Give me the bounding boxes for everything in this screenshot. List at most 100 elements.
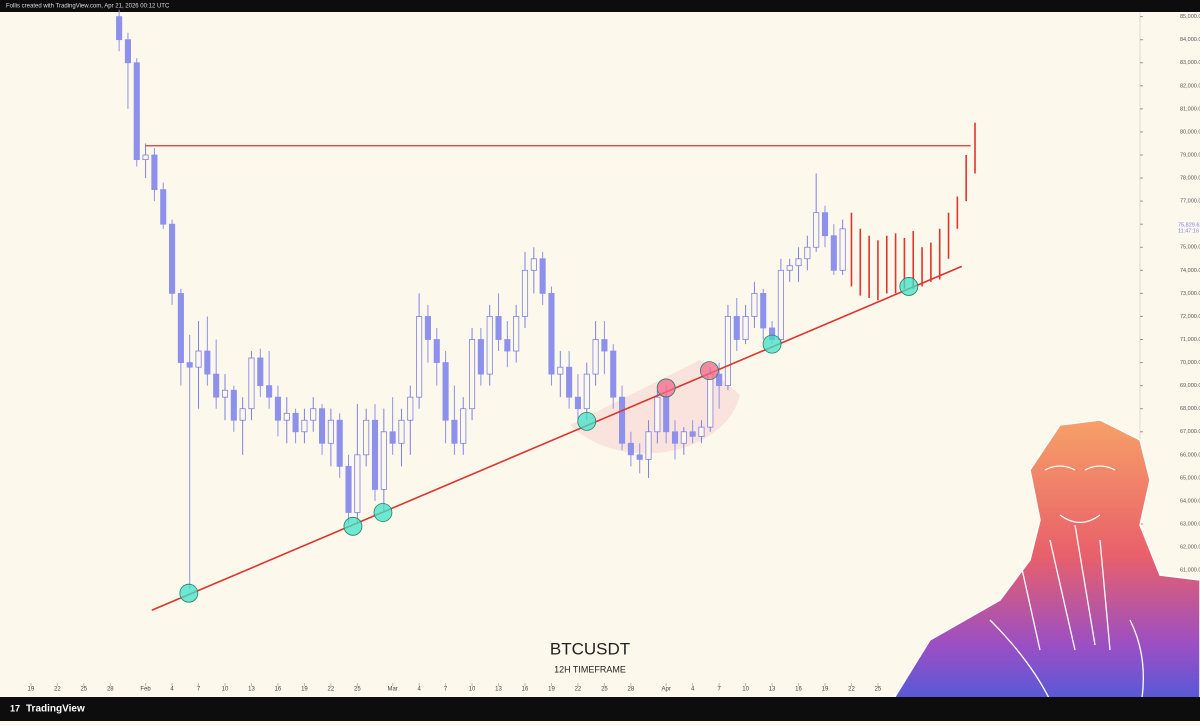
touch-point xyxy=(899,277,919,296)
x-tick-label: 16 xyxy=(522,687,529,693)
candle-body xyxy=(160,189,167,225)
x-tick-label: 19 xyxy=(548,687,555,693)
candle-body xyxy=(416,316,423,398)
candle-body xyxy=(839,228,846,271)
candle-body xyxy=(433,339,440,363)
candle-body xyxy=(213,373,220,398)
last-price-label: 75,829.62 xyxy=(1178,223,1200,229)
touch-point xyxy=(179,583,199,603)
candle-body xyxy=(169,223,176,294)
candle-body xyxy=(566,366,573,398)
candle-body xyxy=(830,235,837,271)
candle-body xyxy=(619,396,626,444)
candle-body xyxy=(627,442,634,456)
candle-body xyxy=(477,339,484,375)
y-tick-label: 85,000.00 xyxy=(1180,14,1200,20)
x-tick-label: 19 xyxy=(301,687,308,693)
candle-body xyxy=(645,431,652,460)
x-tick-label: 7 xyxy=(444,687,448,693)
candle-body xyxy=(601,339,608,352)
x-tick-label: 19 xyxy=(28,687,35,693)
candle-body xyxy=(239,408,246,421)
candle-body xyxy=(407,396,414,421)
y-tick-label: 83,000.00 xyxy=(1180,60,1200,66)
candle-body xyxy=(795,258,802,267)
chart-subtitle: 12H TIMEFRAME xyxy=(554,664,626,674)
candle-body xyxy=(186,362,193,368)
candle-body xyxy=(177,292,184,363)
y-tick-label: 79,000.00 xyxy=(1180,152,1200,158)
candle-body xyxy=(195,350,202,368)
candle-body xyxy=(424,316,431,340)
candle-body xyxy=(460,408,467,444)
candle-body xyxy=(380,431,387,490)
candle-body xyxy=(292,412,299,433)
candle-body xyxy=(495,316,502,340)
y-tick-label: 69,000.00 xyxy=(1180,383,1200,389)
candle-body xyxy=(301,419,308,433)
candle-body xyxy=(319,408,326,444)
x-tick-label: Apr xyxy=(662,687,671,693)
y-tick-label: 78,000.00 xyxy=(1180,176,1200,182)
candle-body xyxy=(548,292,555,375)
x-tick-label: Feb xyxy=(140,687,151,693)
candle-body xyxy=(266,385,273,398)
candle-body xyxy=(804,246,811,260)
x-tick-label: 10 xyxy=(222,687,229,693)
candle-body xyxy=(751,292,758,317)
meme-outline xyxy=(989,465,1144,711)
candle-body xyxy=(813,212,820,248)
y-tick-label: 67,000.00 xyxy=(1180,429,1200,435)
countdown-label: 11:47:16 xyxy=(1178,229,1199,235)
candle-body xyxy=(327,419,334,444)
candle-body xyxy=(760,292,767,329)
x-tick-label: 13 xyxy=(495,687,502,693)
candle-body xyxy=(742,316,749,340)
candle-body xyxy=(230,389,237,421)
x-tick-label: 25 xyxy=(354,687,361,693)
touch-point xyxy=(343,516,363,536)
y-tick-label: 84,000.00 xyxy=(1180,37,1200,43)
y-tick-label: 62,000.00 xyxy=(1180,545,1200,551)
candle-body xyxy=(680,431,687,444)
y-tick-label: 63,000.00 xyxy=(1180,521,1200,527)
candle-body xyxy=(310,408,317,421)
candle-body xyxy=(469,339,476,410)
candle-body xyxy=(671,431,679,444)
y-tick-label: 74,000.00 xyxy=(1180,268,1200,274)
candle-body xyxy=(698,426,705,437)
x-tick-label: 7 xyxy=(197,687,201,693)
x-tick-label: 25 xyxy=(875,687,882,693)
candle-body xyxy=(733,316,740,340)
x-tick-label: Mar xyxy=(387,687,397,693)
x-tick-label: 19 xyxy=(822,687,829,693)
y-tick-label: 82,000.00 xyxy=(1180,83,1200,89)
candle-body xyxy=(592,339,599,375)
y-tick-label: 70,000.00 xyxy=(1180,360,1200,366)
y-tick-label: 68,000.00 xyxy=(1180,406,1200,412)
candle-body xyxy=(724,316,731,387)
x-tick-label: 22 xyxy=(848,687,855,693)
candle-body xyxy=(274,396,281,421)
candle-body xyxy=(689,431,696,437)
candle-body xyxy=(583,373,590,410)
candle-body xyxy=(248,357,255,410)
x-tick-label: 28 xyxy=(628,687,635,693)
candle-body xyxy=(539,258,546,294)
x-tick-label: 13 xyxy=(248,687,255,693)
candle-body xyxy=(345,465,352,513)
touch-point xyxy=(373,503,393,522)
candle-body xyxy=(398,419,405,444)
candle-body xyxy=(654,396,661,433)
y-tick-label: 72,000.00 xyxy=(1180,314,1200,320)
candle-body xyxy=(707,373,714,428)
y-tick-label: 73,000.00 xyxy=(1180,291,1200,297)
candle-body xyxy=(124,39,131,64)
y-tick-label: 64,000.00 xyxy=(1180,498,1200,504)
candle-body xyxy=(204,350,211,375)
last-price-tag xyxy=(1176,221,1200,236)
candle-body xyxy=(821,212,829,237)
candle-body xyxy=(133,62,140,161)
candle-body xyxy=(221,389,229,398)
